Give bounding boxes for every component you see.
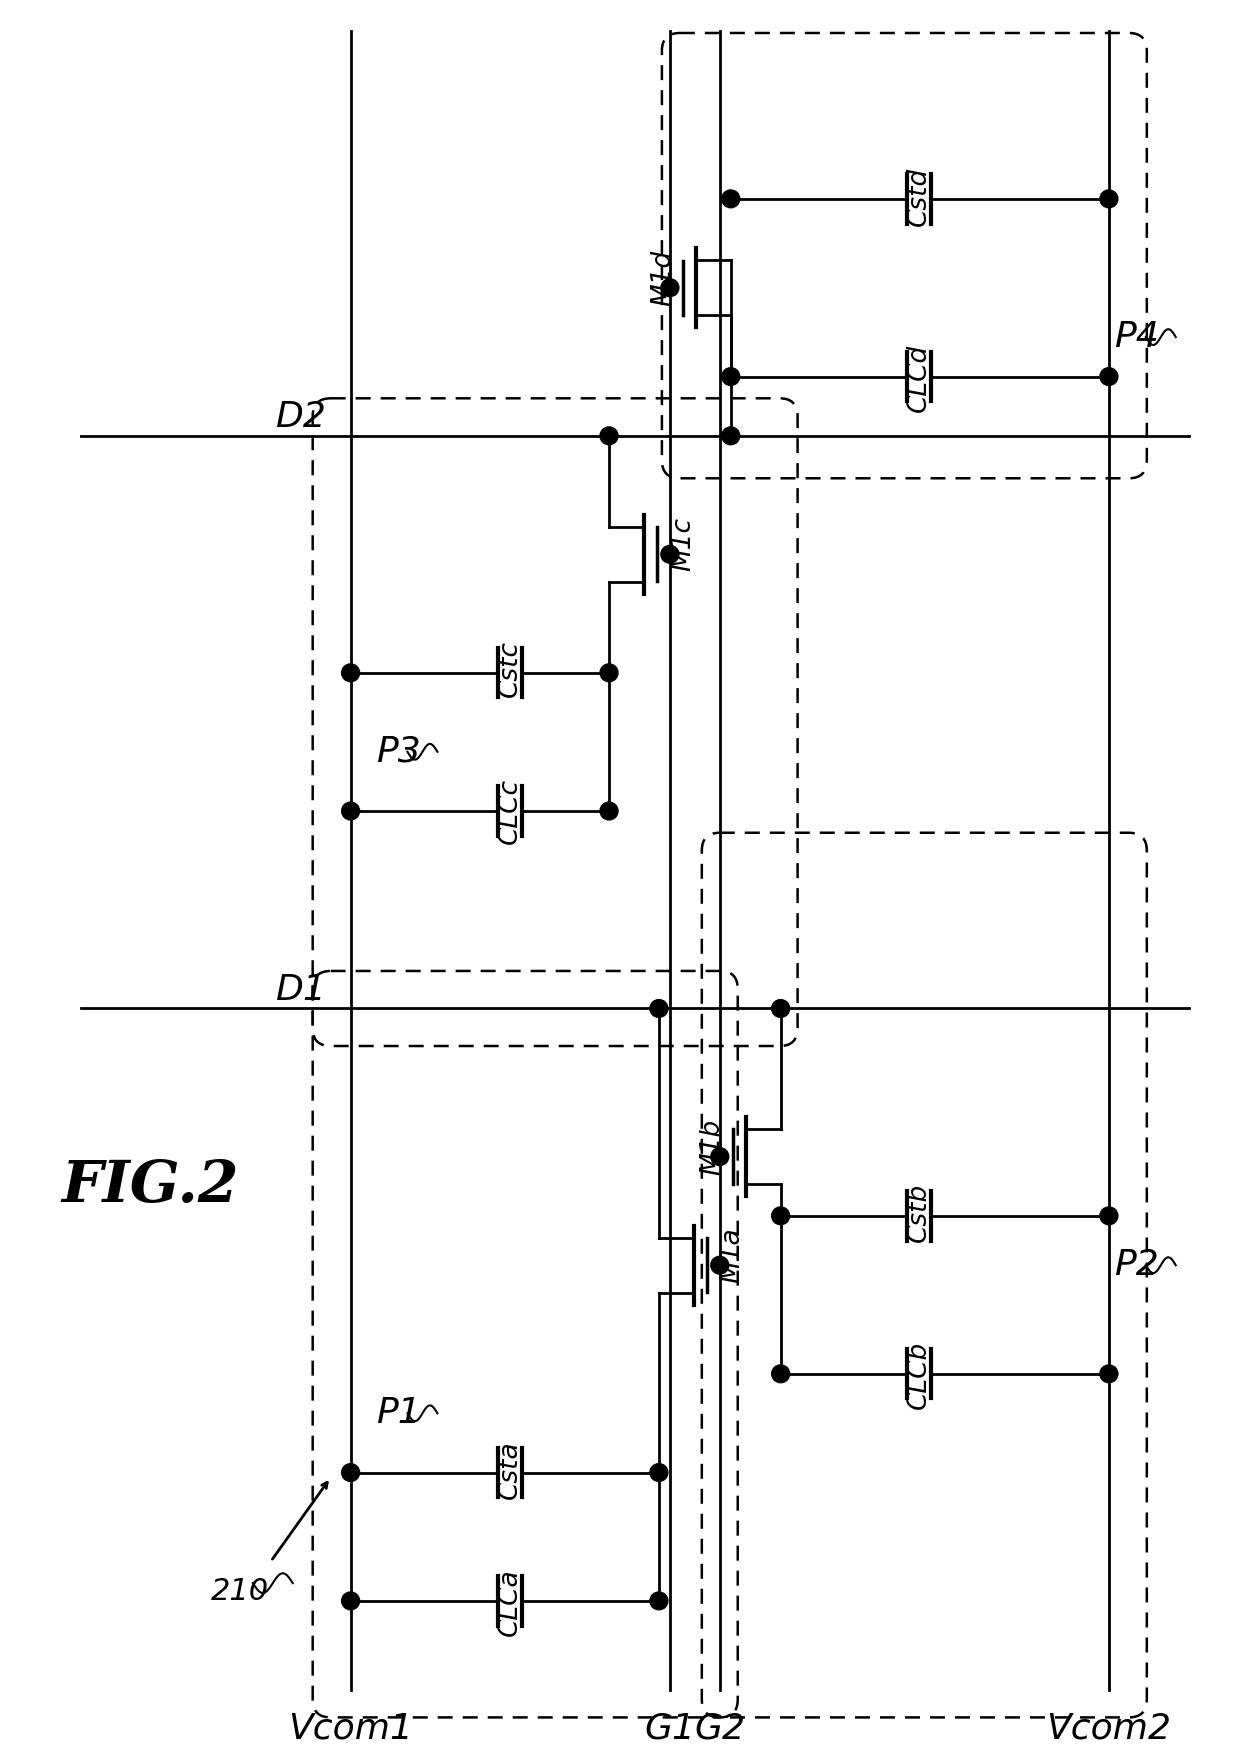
Circle shape — [650, 1464, 668, 1481]
Text: FIG.2: FIG.2 — [61, 1157, 239, 1215]
Circle shape — [342, 802, 360, 819]
Text: M1a: M1a — [719, 1227, 745, 1283]
Circle shape — [722, 368, 740, 385]
Circle shape — [600, 664, 618, 681]
Circle shape — [722, 427, 740, 445]
Circle shape — [771, 1366, 790, 1383]
Text: Vcom2: Vcom2 — [1047, 1711, 1172, 1746]
Circle shape — [771, 1206, 790, 1224]
Text: Cstd: Cstd — [906, 166, 932, 226]
Circle shape — [650, 1592, 668, 1609]
Circle shape — [650, 1000, 668, 1017]
Text: Vcom1: Vcom1 — [288, 1711, 413, 1746]
Text: Csta: Csta — [497, 1439, 523, 1499]
Text: Cstb: Cstb — [906, 1184, 932, 1243]
Circle shape — [1100, 1206, 1118, 1224]
Circle shape — [342, 1464, 360, 1481]
Text: M1b: M1b — [699, 1119, 725, 1175]
Circle shape — [711, 1255, 729, 1275]
Circle shape — [1100, 368, 1118, 385]
Text: G1: G1 — [645, 1711, 696, 1746]
Text: P4: P4 — [1114, 320, 1158, 354]
Text: M1c: M1c — [670, 518, 696, 571]
Text: M1d: M1d — [650, 250, 676, 306]
Circle shape — [342, 664, 360, 681]
Text: D2: D2 — [275, 399, 326, 434]
Text: G2: G2 — [694, 1711, 745, 1746]
Text: CLCc: CLCc — [497, 779, 523, 844]
Circle shape — [711, 1147, 729, 1166]
Circle shape — [600, 427, 618, 445]
Circle shape — [771, 1000, 790, 1017]
Text: Cstc: Cstc — [497, 641, 523, 697]
Text: CLCa: CLCa — [497, 1569, 523, 1635]
Circle shape — [600, 802, 618, 819]
Circle shape — [661, 545, 678, 564]
Circle shape — [1100, 189, 1118, 208]
Text: P3: P3 — [376, 735, 420, 769]
Text: CLCd: CLCd — [906, 343, 932, 411]
Circle shape — [722, 189, 740, 208]
Text: P1: P1 — [376, 1396, 420, 1431]
Text: 210: 210 — [211, 1576, 269, 1606]
Text: CLCb: CLCb — [906, 1341, 932, 1410]
Text: P2: P2 — [1114, 1248, 1158, 1282]
Circle shape — [661, 278, 678, 296]
Text: D1: D1 — [275, 972, 326, 1007]
Circle shape — [1100, 1366, 1118, 1383]
Circle shape — [342, 1592, 360, 1609]
